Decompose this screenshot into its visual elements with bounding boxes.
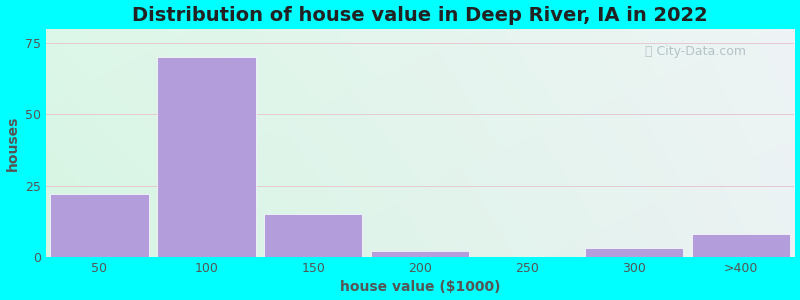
Y-axis label: houses: houses (6, 115, 19, 171)
Bar (157, 57, 255, 257)
Bar (692, 234, 790, 257)
Bar (264, 214, 362, 257)
Title: Distribution of house value in Deep River, IA in 2022: Distribution of house value in Deep Rive… (132, 6, 708, 25)
Bar (585, 248, 683, 257)
Bar (50, 194, 149, 257)
X-axis label: house value ($1000): house value ($1000) (340, 280, 501, 294)
Text: ⓘ City-Data.com: ⓘ City-Data.com (645, 45, 746, 58)
Bar (371, 251, 470, 257)
